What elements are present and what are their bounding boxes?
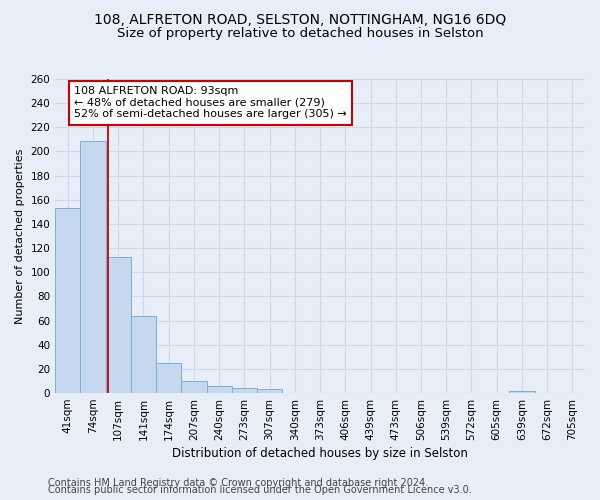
Bar (156, 363, 181, 393)
Bar (55, 208, 80, 393)
Bar (131, 316, 156, 393)
Text: 108, ALFRETON ROAD, SELSTON, NOTTINGHAM, NG16 6DQ: 108, ALFRETON ROAD, SELSTON, NOTTINGHAM,… (94, 12, 506, 26)
Bar (106, 256, 131, 393)
Y-axis label: Number of detached properties: Number of detached properties (15, 148, 25, 324)
Bar (181, 381, 206, 393)
Text: 108 ALFRETON ROAD: 93sqm
← 48% of detached houses are smaller (279)
52% of semi-: 108 ALFRETON ROAD: 93sqm ← 48% of detach… (74, 86, 347, 120)
Text: Size of property relative to detached houses in Selston: Size of property relative to detached ho… (116, 28, 484, 40)
Bar (80, 140, 106, 393)
Text: Contains HM Land Registry data © Crown copyright and database right 2024.: Contains HM Land Registry data © Crown c… (48, 478, 428, 488)
Bar (206, 386, 232, 393)
Bar (257, 390, 282, 393)
Text: Contains public sector information licensed under the Open Government Licence v3: Contains public sector information licen… (48, 485, 472, 495)
X-axis label: Distribution of detached houses by size in Selston: Distribution of detached houses by size … (172, 447, 468, 460)
Bar (509, 390, 535, 393)
Bar (232, 388, 257, 393)
